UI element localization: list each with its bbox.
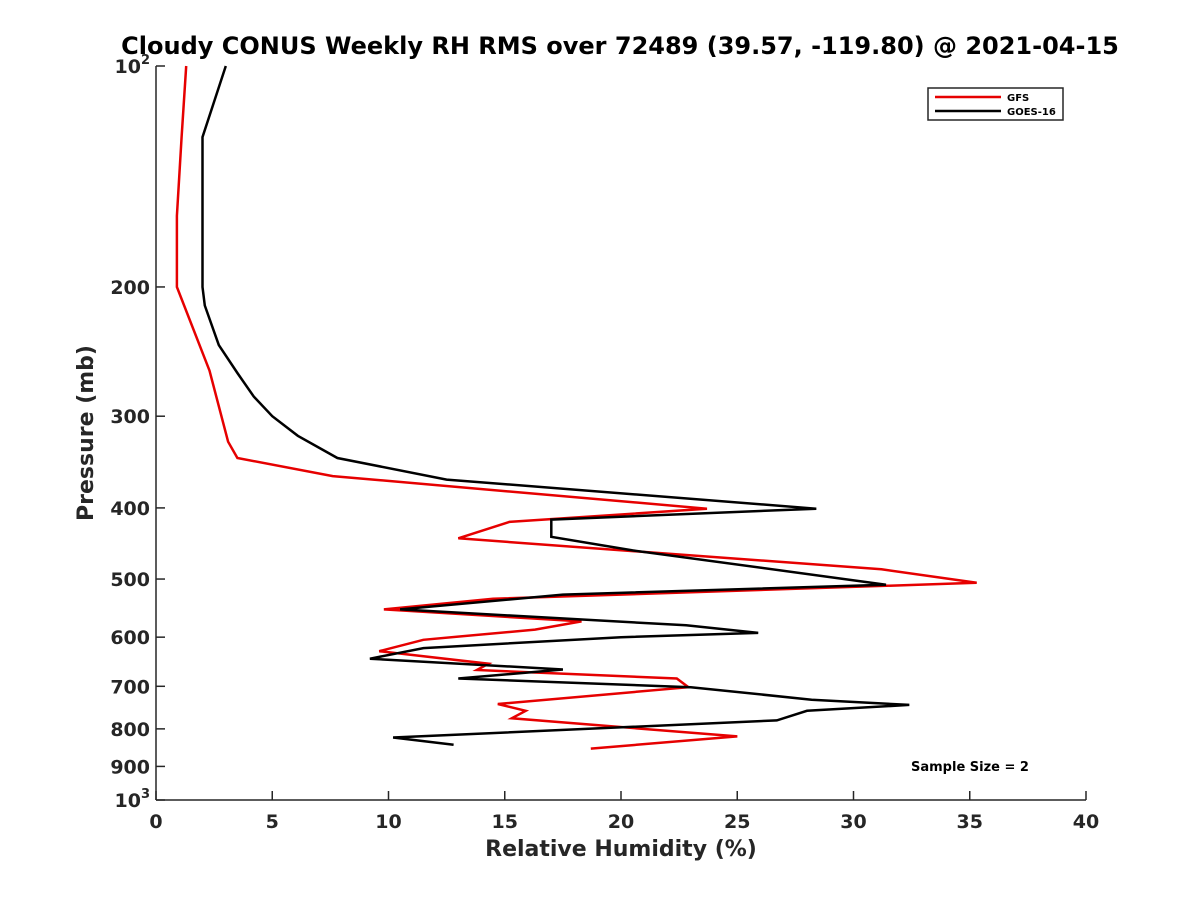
y-axis-ticks: 102 200 300 400 500 600 700 800 900 103 [110,53,165,812]
x-tick-label: 40 [1073,811,1099,833]
y-tick-label: 800 [110,719,150,741]
x-tick-label: 20 [608,811,634,833]
y-tick-label: 700 [110,676,150,698]
series-line-goes16 [201,65,910,747]
x-tick-label: 0 [149,811,162,833]
y-tick-label: 200 [110,277,150,299]
x-tick-label: 25 [724,811,750,833]
chart-title: Cloudy CONUS Weekly RH RMS over 72489 (3… [121,32,1119,60]
y-tick-label: 300 [110,406,150,428]
y-tick-label: 900 [110,756,150,778]
y-tick-label: 103 [115,787,151,812]
legend: GFS GOES-16 [927,87,1064,121]
sample-size-annotation: Sample Size = 2 [911,760,1029,775]
legend-label-goes16: GOES-16 [1007,107,1056,118]
series-lines [175,65,977,750]
x-tick-label: 30 [840,811,866,833]
legend-box [927,87,1064,121]
x-tick-label: 5 [266,811,279,833]
y-tick-label: 500 [110,569,150,591]
x-tick-label: 15 [492,811,518,833]
y-tick-label: 400 [110,498,150,520]
legend-label-gfs: GFS [1007,93,1029,104]
y-axis-label: Pressure (mb) [74,345,99,521]
y-tick-label: 600 [110,627,150,649]
x-tick-label: 35 [957,811,983,833]
x-axis-ticks: 0 5 10 15 20 25 30 35 40 [149,791,1099,833]
plot-area: 0 5 10 15 20 25 30 35 40 102 200 300 400 500 600 700 80… [110,53,1099,833]
x-tick-label: 10 [375,811,401,833]
y-tick-label: 102 [115,53,151,78]
series-line-gfs [175,65,977,750]
x-axis-label: Relative Humidity (%) [485,837,757,862]
